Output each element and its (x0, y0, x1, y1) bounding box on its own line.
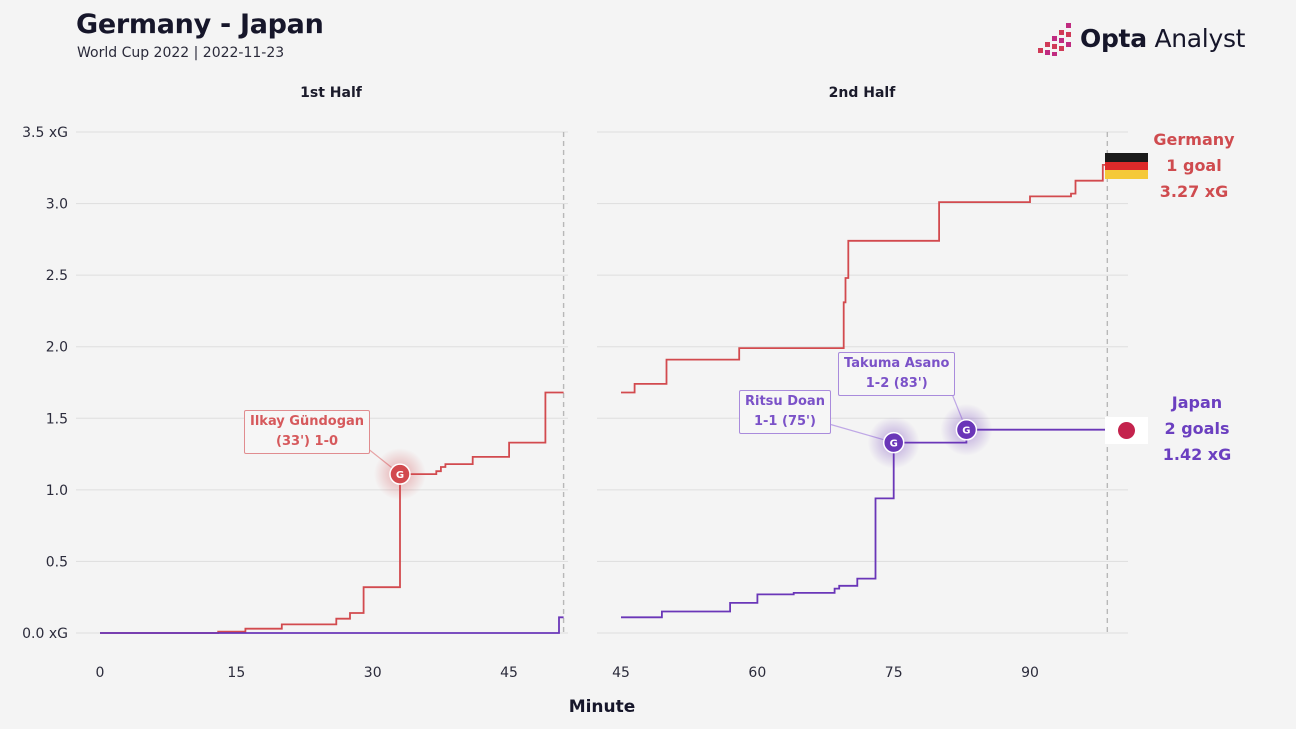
goal-marker-label: G (962, 426, 970, 437)
goal-marker-icon (882, 431, 905, 454)
goal-callout-detail: 1-2 (83') (865, 376, 928, 391)
japan-xg: 1.42 xG (1162, 445, 1232, 464)
y-tick-label: 0.0 xG (22, 626, 68, 642)
logo-text-light: Analyst (1154, 24, 1246, 53)
goal-callout-player: Ritsu Doan (745, 394, 825, 409)
japan-name: Japan (1171, 393, 1223, 412)
y-tick-label: 3.0 (46, 197, 68, 213)
chart-title: Germany - Japan (76, 9, 324, 40)
y-tick-label: 3.5 xG (22, 125, 68, 141)
germany-flag-icon (1105, 153, 1148, 180)
x-tick-label: 30 (364, 665, 382, 681)
y-tick-label: 0.5 (46, 554, 68, 570)
goal-callout-detail: 1-1 (75') (753, 414, 816, 429)
logo-text: Opta Analyst (1080, 24, 1245, 53)
pixel-bars-icon (1038, 23, 1071, 56)
opta-analyst-logo: Opta Analyst (1036, 20, 1245, 60)
series-line-japan (621, 428, 1112, 619)
y-tick-label: 2.0 (46, 340, 68, 356)
japan-summary: Japan 2 goals 1.42 xG (1137, 390, 1257, 468)
goal-callout-detail: (33') 1-0 (276, 434, 339, 449)
goal-callout-asano: Takuma Asano 1-2 (83') (838, 352, 956, 396)
goal-callout-player: Takuma Asano (844, 356, 950, 371)
series-line-japan (100, 616, 564, 634)
goal-marker-label: G (890, 439, 898, 450)
x-tick-label: 0 (96, 665, 105, 681)
goal-marker-icon (389, 463, 411, 485)
germany-xg: 3.27 xG (1159, 182, 1229, 201)
goal-marker-label: G (396, 470, 404, 481)
x-tick-label: 15 (227, 665, 245, 681)
japan-flag-icon (1105, 417, 1148, 444)
y-tick-label: 1.0 (46, 483, 68, 499)
logo-text-bold: Opta (1080, 24, 1147, 53)
x-tick-label: 45 (612, 665, 630, 681)
x-tick-label: 60 (748, 665, 766, 681)
chart-subtitle: World Cup 2022 | 2022-11-23 (77, 45, 285, 61)
y-tick-label: 1.5 (46, 411, 68, 427)
goal-callout-player: Ilkay Gündogan (250, 414, 365, 429)
germany-summary: Germany 1 goal 3.27 xG (1134, 127, 1254, 205)
series-line-germany (100, 391, 564, 634)
panel-title: 2nd Half (829, 85, 897, 101)
japan-goals: 2 goals (1164, 419, 1230, 438)
goal-marker-icon (955, 418, 978, 441)
germany-name: Germany (1153, 130, 1235, 149)
series-line-germany (621, 164, 1112, 394)
x-tick-label: 45 (500, 665, 518, 681)
y-tick-label: 2.5 (46, 268, 68, 284)
x-tick-label: 90 (1021, 665, 1039, 681)
x-tick-label: 75 (885, 665, 903, 681)
goal-callout-doan: Ritsu Doan 1-1 (75') (739, 390, 831, 434)
panel-title: 1st Half (300, 85, 363, 101)
germany-goals: 1 goal (1166, 156, 1222, 175)
x-axis-title: Minute (569, 697, 636, 717)
goal-callout-gundogan: Ilkay Gündogan (33') 1-0 (244, 410, 371, 454)
